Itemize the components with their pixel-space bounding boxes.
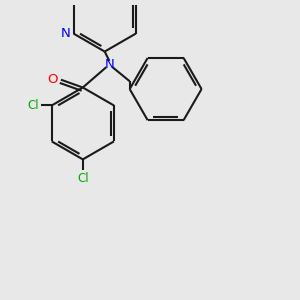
Text: N: N xyxy=(61,27,70,40)
Text: N: N xyxy=(104,58,114,70)
Text: O: O xyxy=(47,73,58,86)
Text: Cl: Cl xyxy=(28,99,39,112)
Text: Cl: Cl xyxy=(77,172,88,185)
